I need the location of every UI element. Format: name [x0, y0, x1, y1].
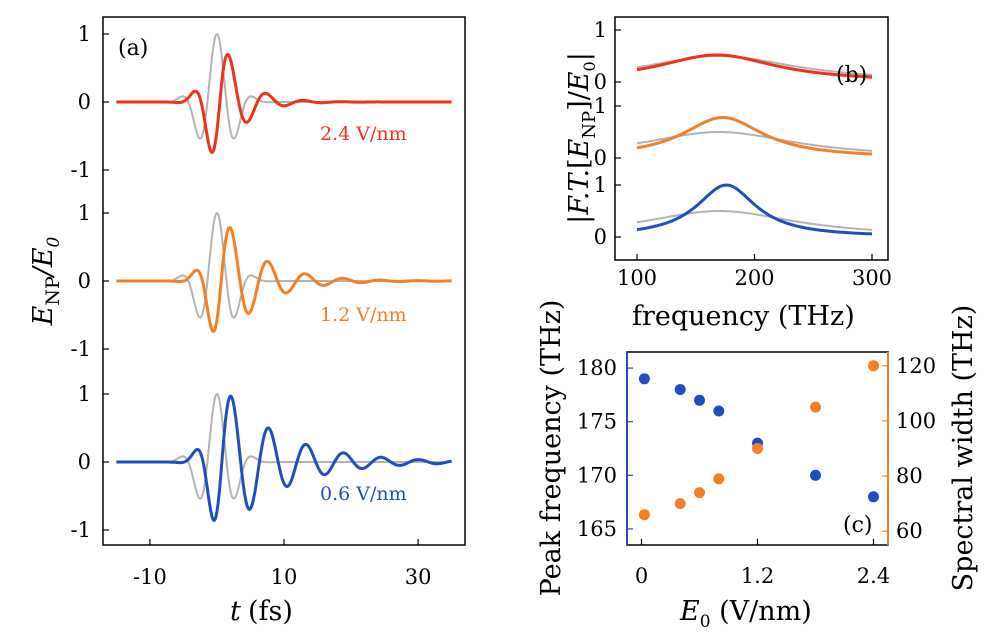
- amplitude-label-red: 2.4 V/nm: [320, 123, 407, 145]
- panel-a-ylabel: ENP/E0: [28, 236, 64, 326]
- scatter-point-peak-frequency: [694, 394, 705, 406]
- panel-b-ytick-label: 1: [594, 173, 607, 197]
- panel-a-ytick-label: 0: [78, 90, 91, 114]
- panel-a-ytick-label: 1: [78, 22, 91, 46]
- panel-a-ytick-label: -1: [71, 158, 91, 182]
- svg-text:Spectral width (THz): Spectral width (THz): [948, 305, 979, 592]
- panel-c-right-ytick-label: 100: [896, 409, 936, 433]
- scatter-point-peak-frequency: [868, 491, 879, 503]
- panel-a-xtick-label: 10: [271, 565, 298, 589]
- reference-spectrum-curve: [636, 131, 873, 152]
- panel-b-xtick-label: 300: [852, 266, 892, 290]
- panel-a-xtick-label: 30: [405, 565, 432, 589]
- svg-text:|F.T.[ENP]/E0|: |F.T.[ENP]/E0|: [564, 52, 600, 224]
- panel-c-xlabel: E0 (V/nm): [679, 596, 812, 632]
- panel-a-xtick-label: -10: [133, 565, 167, 589]
- svg-text:ENP/E0: ENP/E0: [28, 236, 64, 326]
- pulse-curve-red: [116, 52, 452, 154]
- panel-b-ytick-label: 1: [594, 18, 607, 42]
- panel-c-right-ytick-label: 80: [896, 464, 923, 488]
- svg-text:Peak frequency (THz): Peak frequency (THz): [536, 300, 567, 597]
- panel-c-left-ytick-label: 165: [577, 517, 617, 541]
- pulse-curve-orange: [116, 226, 452, 333]
- scatter-point-spectral-width: [752, 443, 763, 454]
- panel-a-ytick-label: 0: [78, 269, 91, 293]
- panel-c-left-ytick-label: 175: [577, 410, 617, 434]
- svg-text:(fs): (fs): [248, 596, 293, 627]
- scatter-point-peak-frequency: [674, 384, 686, 395]
- scatter-point-spectral-width: [694, 487, 705, 499]
- scatter-point-peak-frequency: [638, 373, 650, 385]
- scatter-point-peak-frequency: [810, 469, 821, 481]
- scatter-point-spectral-width: [674, 498, 686, 510]
- panel-b-ytick-label: 0: [594, 146, 607, 170]
- panel-c: 180 175 170 165 120 100 80 60 0 1.2 2.4 (c) E0 (V/…: [536, 300, 979, 632]
- panel-a-label: (a): [118, 36, 148, 61]
- panel-c-label: (c): [843, 513, 873, 538]
- panel-c-xtick-label: 2.4: [857, 564, 890, 588]
- panel-b-frame: [614, 16, 889, 261]
- panel-b-ytick-label: 1: [594, 94, 607, 118]
- scatter-point-peak-frequency: [713, 405, 725, 417]
- panel-b-xtick-label: 200: [734, 266, 774, 290]
- svg-text:frequency (THz): frequency (THz): [632, 301, 855, 332]
- reference-pulse-curve: [116, 211, 452, 319]
- reference-spectrum-curve: [636, 210, 873, 231]
- amplitude-label-blue: 0.6 V/nm: [320, 483, 407, 505]
- amplitude-label-orange: 1.2 V/nm: [320, 304, 407, 326]
- scatter-point-spectral-width: [868, 360, 879, 372]
- svg-text:t: t: [230, 596, 241, 627]
- panel-c-xtick-label: 0: [635, 564, 648, 588]
- panel-b-ylabel: |F.T.[ENP]/E0|: [564, 52, 600, 224]
- panel-b-ytick-label: 0: [594, 225, 607, 249]
- panel-a: 10-110-110-1-10 10 30 (a) 2.4 V/nm 1.2 V/n…: [28, 16, 466, 627]
- spectrum-curve-red: [636, 53, 872, 79]
- panel-c-left-ytick-label: 170: [577, 463, 617, 487]
- panel-a-ytick-label: 1: [78, 382, 91, 406]
- pulse-curve-blue: [116, 394, 452, 523]
- scatter-point-spectral-width: [638, 509, 650, 521]
- panel-b-xtick-label: 100: [617, 266, 657, 290]
- panel-c-right-ytick-label: 120: [896, 354, 936, 378]
- panel-c-left-ytick-label: 180: [577, 356, 617, 380]
- panel-c-ylabel-left: Peak frequency (THz): [536, 300, 567, 597]
- panel-b-xlabel: frequency (THz): [632, 301, 855, 332]
- scatter-point-spectral-width: [810, 401, 821, 413]
- panel-a-ytick-label: -1: [71, 337, 91, 361]
- scatter-point-spectral-width: [713, 473, 725, 485]
- panel-c-ylabel-right: Spectral width (THz): [948, 305, 979, 592]
- panel-a-xlabel: t (fs): [230, 596, 293, 627]
- spectrum-curve-orange: [636, 115, 873, 156]
- panel-a-ytick-label: 0: [78, 450, 91, 474]
- spectrum-curve-blue: [636, 183, 872, 236]
- panel-a-ytick-label: 1: [78, 201, 91, 225]
- panel-c-xtick-label: 1.2: [741, 564, 774, 588]
- panel-b-label: (b): [836, 63, 867, 88]
- panel-a-ytick-label: -1: [71, 518, 91, 542]
- panel-b-ytick-label: 0: [594, 70, 607, 94]
- svg-text:E0 (V/nm): E0 (V/nm): [679, 596, 812, 632]
- panel-c-right-ytick-label: 60: [896, 519, 923, 543]
